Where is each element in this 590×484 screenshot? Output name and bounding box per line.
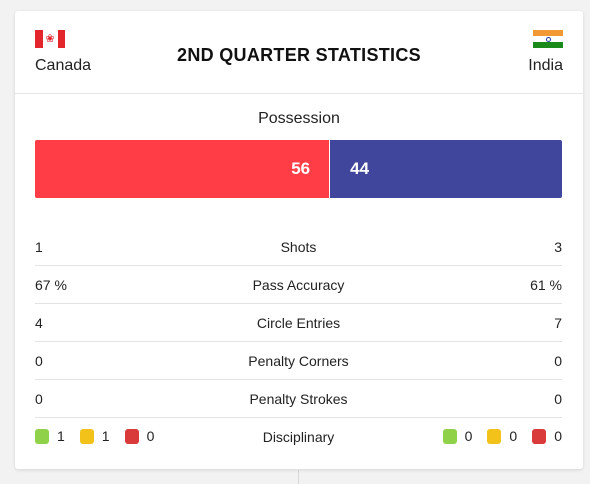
- background-divider: [298, 470, 299, 484]
- stat-label: Penalty Strokes: [249, 391, 348, 407]
- canada-flag-icon: ❀: [35, 30, 65, 48]
- home-cards: 1 1 0: [35, 428, 154, 444]
- away-value: 0: [554, 391, 562, 407]
- home-yellow-count: 1: [101, 428, 110, 444]
- away-green-count: 0: [464, 428, 473, 444]
- away-value: 0: [554, 353, 562, 369]
- stats-card: ❀ Canada 2ND QUARTER STATISTICS India Po…: [15, 11, 583, 469]
- stat-row-penalty-strokes: 0 Penalty Strokes 0: [35, 380, 562, 418]
- green-card-icon: [35, 428, 49, 444]
- home-team: ❀ Canada: [35, 30, 91, 75]
- home-value: 0: [35, 391, 43, 407]
- stat-label: Circle Entries: [256, 315, 341, 331]
- possession-home-segment: 56: [35, 140, 331, 198]
- home-value: 4: [35, 315, 43, 331]
- possession-away-value: 44: [350, 159, 370, 178]
- stats-header: ❀ Canada 2ND QUARTER STATISTICS India: [15, 11, 583, 94]
- stat-label: Penalty Corners: [248, 353, 349, 369]
- stat-row-disciplinary: 1 1 0 Disciplinary 0 0: [35, 418, 562, 455]
- possession-away-segment: 44: [330, 140, 562, 198]
- stat-label: Disciplinary: [262, 429, 335, 445]
- stat-row-pass-accuracy: 67 % Pass Accuracy 61 %: [35, 266, 562, 304]
- green-card-icon: [442, 428, 457, 444]
- home-red-count: 0: [146, 428, 155, 444]
- stat-label: Shots: [280, 239, 317, 255]
- red-card-icon: [532, 428, 547, 444]
- red-card-icon: [124, 428, 139, 444]
- yellow-card-icon: [487, 428, 502, 444]
- india-flag-icon: [533, 30, 563, 48]
- possession-home-value: 56: [291, 159, 311, 178]
- away-team-name: India: [528, 57, 563, 74]
- stat-row-penalty-corners: 0 Penalty Corners 0: [35, 342, 562, 380]
- away-value: 7: [554, 315, 562, 331]
- away-red-count: 0: [554, 428, 562, 444]
- stat-label: Pass Accuracy: [252, 277, 345, 293]
- possession-label: Possession: [258, 110, 340, 127]
- page-title: 2ND QUARTER STATISTICS: [177, 45, 421, 65]
- possession-bar: 56 44: [35, 140, 562, 198]
- home-green-count: 1: [57, 428, 65, 444]
- home-value: 1: [35, 239, 43, 255]
- stat-row-circle-entries: 4 Circle Entries 7: [35, 304, 562, 342]
- away-team: India: [528, 30, 563, 75]
- away-yellow-count: 0: [509, 428, 518, 444]
- home-value: 0: [35, 353, 43, 369]
- home-value: 67 %: [35, 277, 67, 293]
- stat-row-shots: 1 Shots 3: [35, 228, 562, 266]
- stats-table: 1 Shots 3 67 % Pass Accuracy 61 % 4 Circ…: [35, 228, 562, 455]
- away-value: 3: [554, 239, 562, 255]
- away-cards: 0 0 0: [442, 428, 562, 444]
- home-team-name: Canada: [35, 57, 92, 74]
- away-value: 61 %: [530, 277, 562, 293]
- yellow-card-icon: [79, 428, 94, 444]
